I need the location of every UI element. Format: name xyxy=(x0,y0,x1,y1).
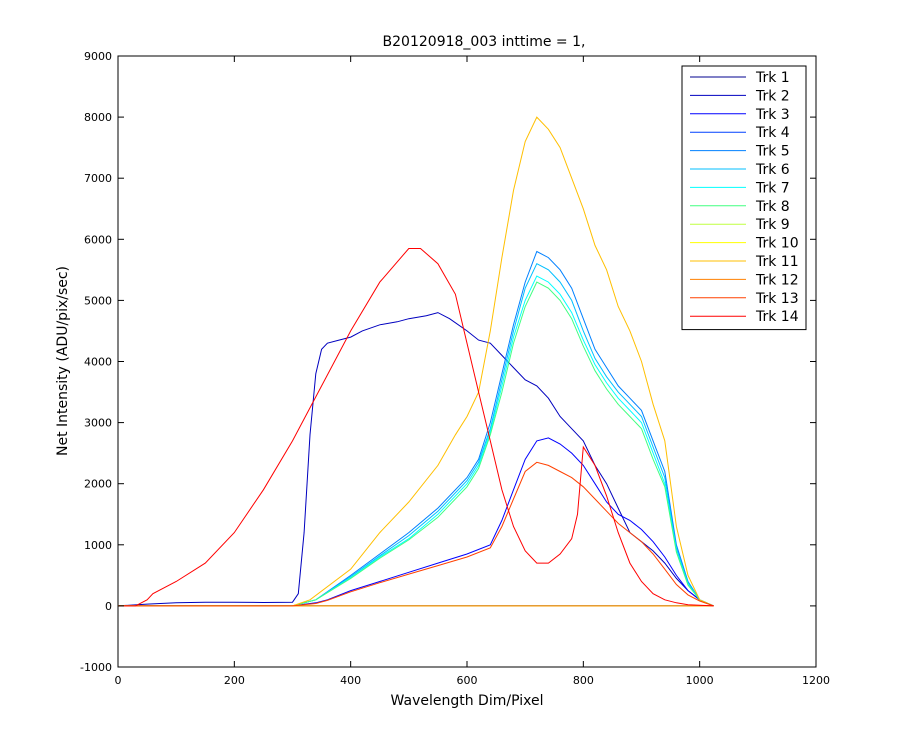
series-line-trk-6 xyxy=(118,263,714,607)
legend-label-trk-8: Trk 8 xyxy=(755,199,790,215)
chart-title: B20120918_003 inttime = 1, xyxy=(383,34,586,50)
legend-label-trk-14: Trk 14 xyxy=(755,309,799,325)
x-tick-label: 400 xyxy=(340,674,361,687)
legend-label-trk-7: Trk 7 xyxy=(755,180,790,196)
legend-label-trk-4: Trk 4 xyxy=(755,125,790,141)
y-tick-label: 4000 xyxy=(84,356,112,369)
legend: Trk 1 Trk 2 Trk 3 Trk 4 Trk 5 Trk 6 Trk 7 Trk 8… xyxy=(681,65,807,331)
series-line-trk-13 xyxy=(118,461,714,607)
y-tick-label: 0 xyxy=(105,600,112,613)
ticks-layer: 0 200 400 600 800 1000 1200-100001000200030004… xyxy=(80,50,830,687)
y-tick-label: 1000 xyxy=(84,539,112,552)
legend-label-trk-6: Trk 6 xyxy=(755,162,790,178)
series-line-trk-8 xyxy=(118,281,714,607)
series-line-trk-3 xyxy=(118,437,714,607)
series-line-trk-11 xyxy=(118,116,714,607)
legend-label-trk-13: Trk 13 xyxy=(755,291,799,307)
x-axis-label: Wavelength Dim/Pixel xyxy=(391,693,544,709)
legend-label-trk-1: Trk 1 xyxy=(755,70,790,86)
legend-label-trk-5: Trk 5 xyxy=(755,144,790,160)
legend-label-trk-2: Trk 2 xyxy=(755,88,790,104)
y-tick-label: 3000 xyxy=(84,417,112,430)
y-tick-label: 2000 xyxy=(84,478,112,491)
x-tick-label: 600 xyxy=(457,674,478,687)
legend-label-trk-3: Trk 3 xyxy=(755,107,790,123)
y-tick-label: 8000 xyxy=(84,111,112,124)
series-layer xyxy=(117,116,714,607)
legend-label-trk-11: Trk 11 xyxy=(755,254,799,270)
x-tick-label: 1000 xyxy=(686,674,714,687)
series-line-trk-14 xyxy=(118,248,714,607)
y-tick-label: -1000 xyxy=(80,661,112,674)
y-tick-label: 9000 xyxy=(84,50,112,63)
legend-label-trk-9: Trk 9 xyxy=(755,217,790,233)
legend-label-trk-10: Trk 10 xyxy=(755,236,799,252)
x-tick-label: 200 xyxy=(224,674,245,687)
x-tick-label: 800 xyxy=(573,674,594,687)
y-axis-label: Net Intensity (ADU/pix/sec) xyxy=(55,266,71,456)
y-tick-label: 5000 xyxy=(84,294,112,307)
y-tick-label: 7000 xyxy=(84,172,112,185)
x-tick-label: 0 xyxy=(115,674,122,687)
series-line-trk-2 xyxy=(117,312,714,607)
y-tick-label: 6000 xyxy=(84,233,112,246)
series-line-trk-5 xyxy=(118,250,714,607)
x-tick-label: 1200 xyxy=(802,674,830,687)
legend-box xyxy=(681,65,807,331)
legend-label-trk-12: Trk 12 xyxy=(755,272,799,288)
